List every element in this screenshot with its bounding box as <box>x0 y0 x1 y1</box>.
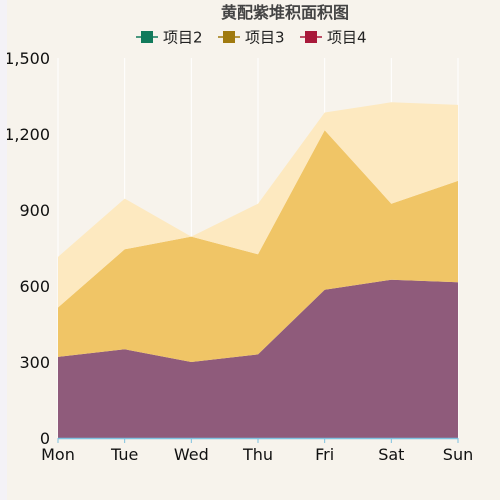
legend-marker <box>223 31 235 43</box>
axes: Mon Tue Wed Thu Fri Sat Sun 0 300 600 900 1,200 1,50… <box>7 49 473 464</box>
chart-title: 黄配紫堆积面积图 <box>221 3 349 22</box>
chart-container: 黄配紫堆积面积图 项目2 项目3 项目4 Mon Tue Wed Thu Fri Sat Sun… <box>7 0 500 500</box>
x-tick-label-Thu: Thu <box>242 445 273 464</box>
legend-label: 项目3 <box>245 29 285 47</box>
legend: 项目2 项目3 项目4 <box>136 29 367 47</box>
chart-svg: 黄配紫堆积面积图 项目2 项目3 项目4 Mon Tue Wed Thu Fri Sat Sun… <box>7 3 473 464</box>
legend-item-3[interactable]: 项目4 <box>300 29 367 47</box>
y-tick-label-300: 300 <box>19 353 50 372</box>
x-tick-label-Sun: Sun <box>443 445 473 464</box>
y-tick-label-1500: 1,500 <box>7 49 50 68</box>
legend-marker <box>141 31 153 43</box>
legend-marker <box>305 31 317 43</box>
area-series-2 <box>58 130 458 362</box>
legend-item-2[interactable]: 项目3 <box>218 29 285 47</box>
legend-item-1[interactable]: 项目2 <box>136 29 203 47</box>
x-tick-label-Tue: Tue <box>110 445 138 464</box>
legend-label: 项目4 <box>327 29 367 47</box>
x-tick-label-Fri: Fri <box>315 445 334 464</box>
y-tick-label-600: 600 <box>19 277 50 296</box>
legend-label: 项目2 <box>163 29 203 47</box>
area-series-1 <box>58 279 458 438</box>
x-tick-label-Mon: Mon <box>41 445 75 464</box>
x-tick-label-Wed: Wed <box>174 445 209 464</box>
y-tick-label-900: 900 <box>19 201 50 220</box>
area-series <box>58 102 458 438</box>
y-tick-label-0: 0 <box>40 429 50 448</box>
area-series-3 <box>58 102 458 308</box>
y-tick-label-1200: 1,200 <box>7 125 50 144</box>
x-tick-label-Sat: Sat <box>378 445 404 464</box>
